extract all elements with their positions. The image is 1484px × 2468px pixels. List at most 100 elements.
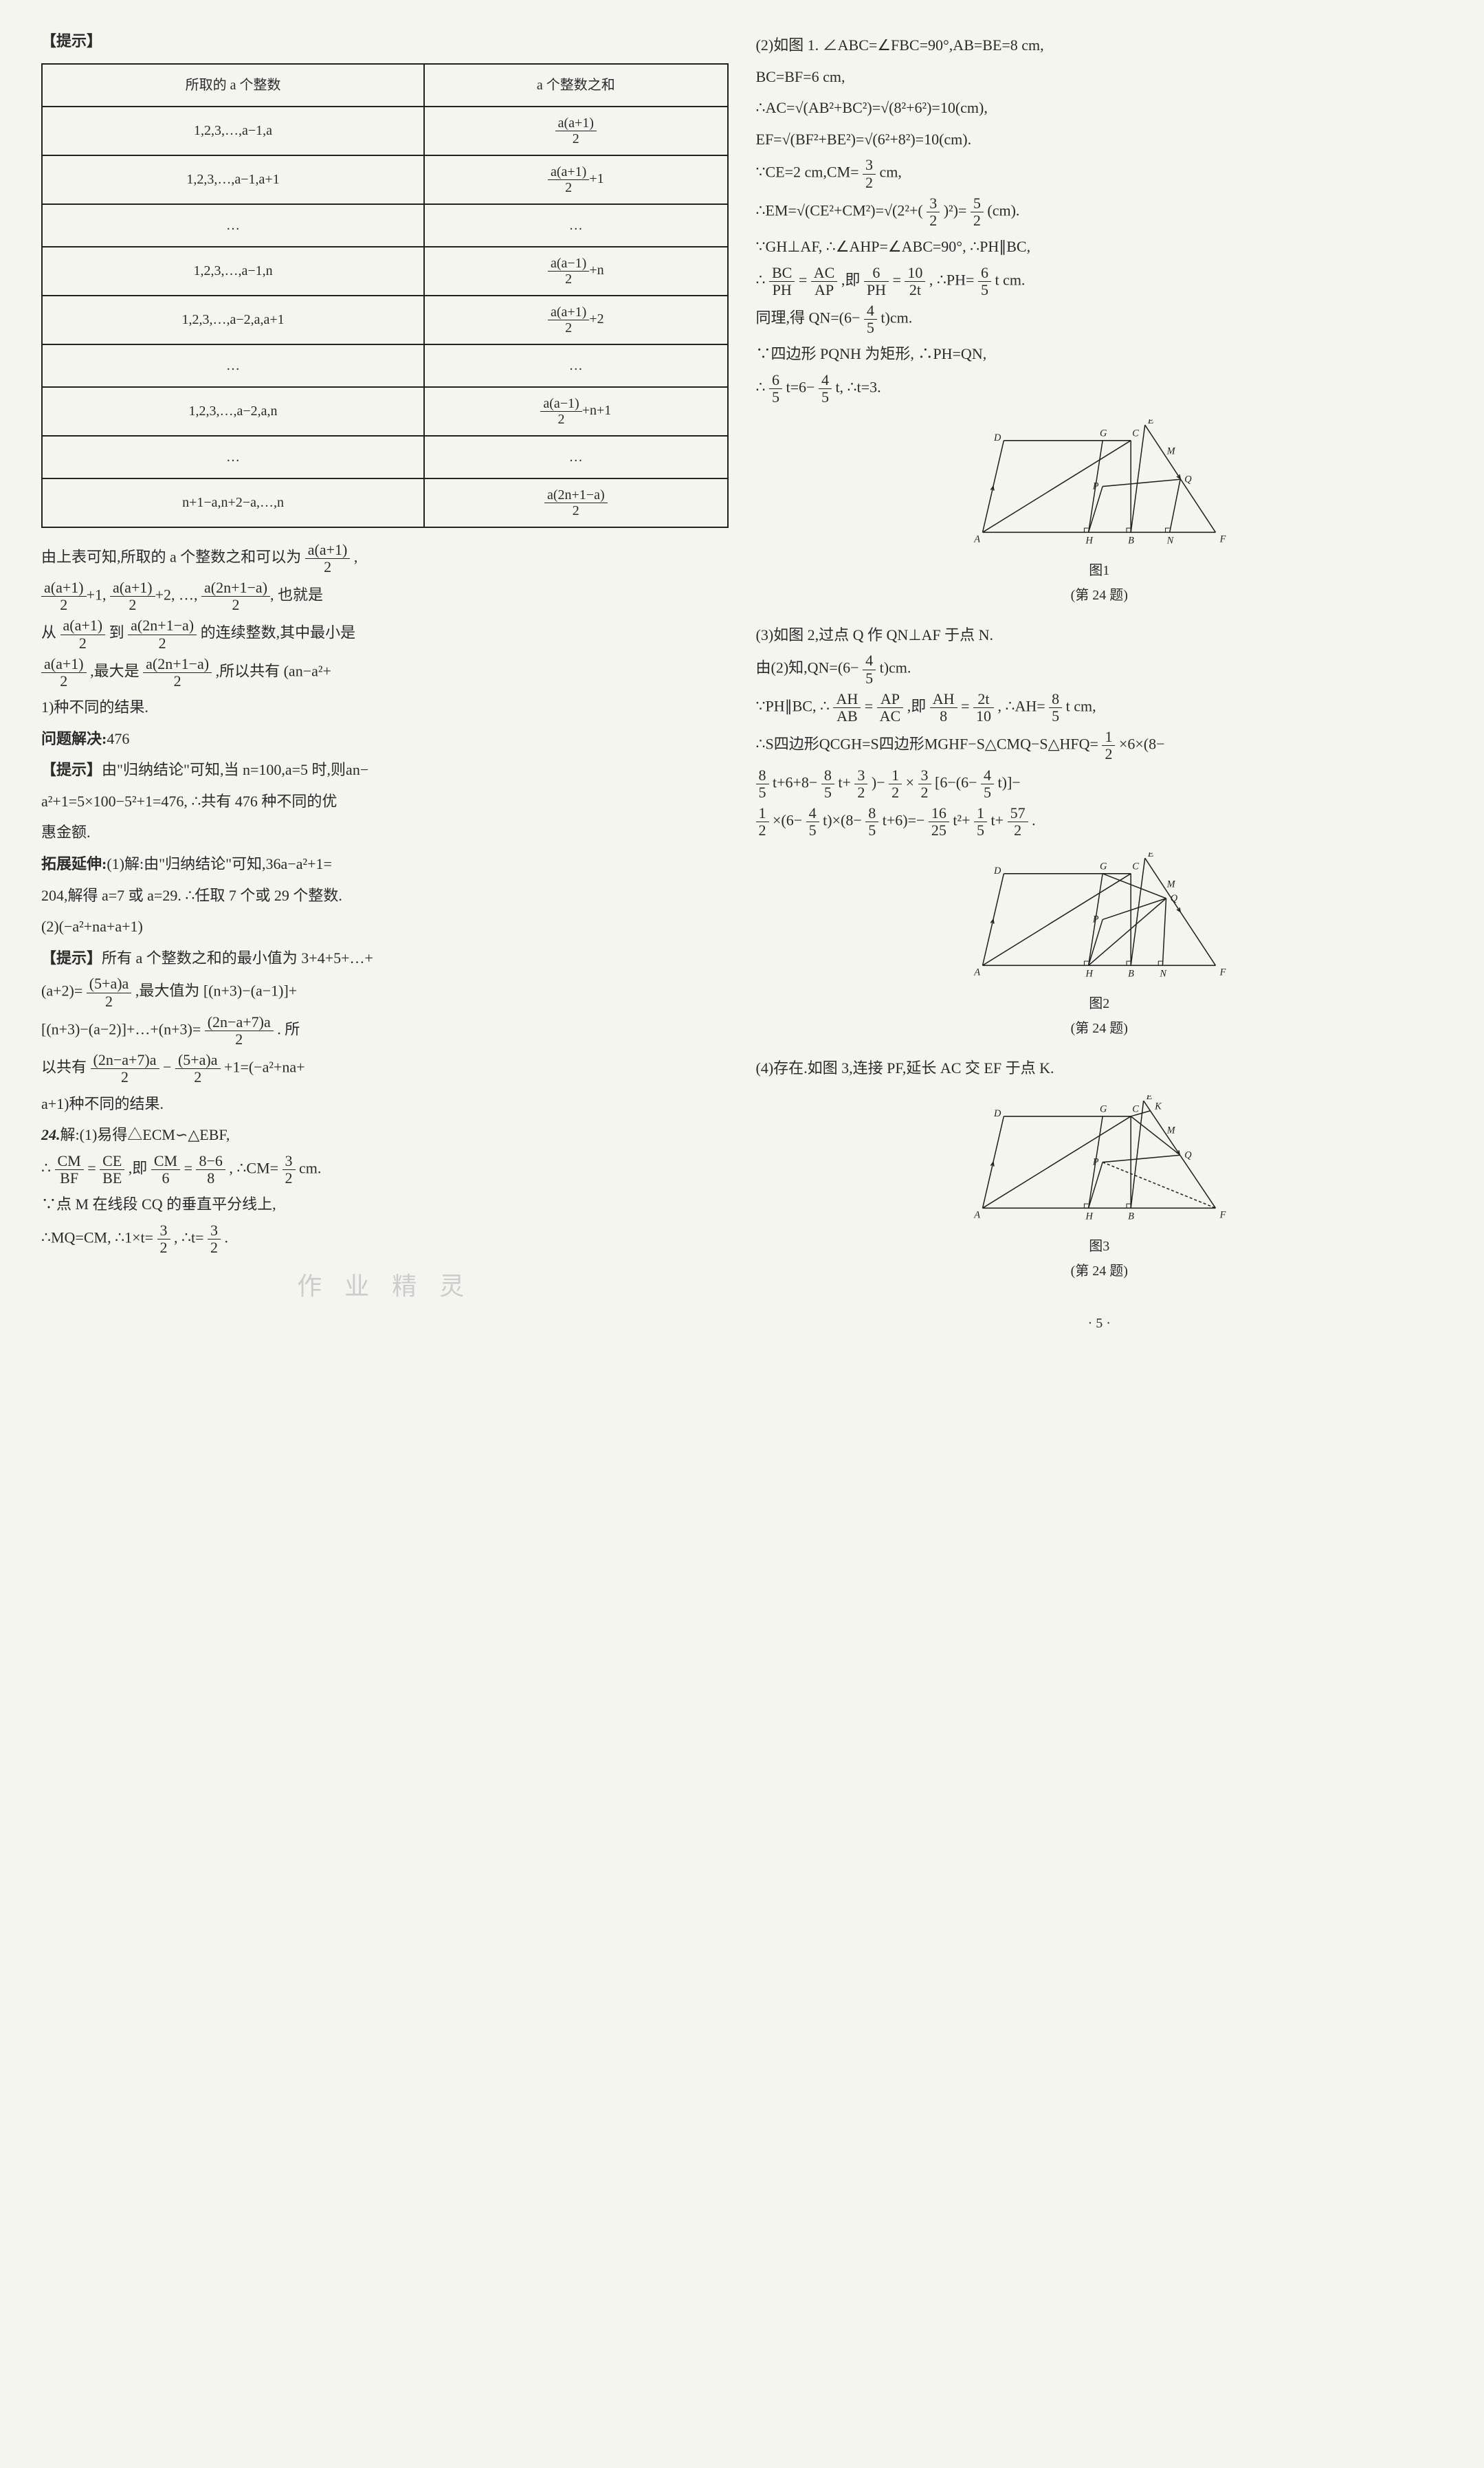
hint1-line3: 惠金额.: [41, 819, 729, 846]
r-p3-l3: ∵PH∥BC, ∴ AHAB = APAC ,即 AH8 = 2t10 , ∴A…: [756, 691, 1443, 725]
fig2-caption: 图2: [756, 991, 1443, 1016]
table-cell: …: [42, 344, 424, 387]
para-3: 从 a(a+1)2 到 a(2n+1−a)2 的连续整数,其中最小是: [41, 617, 729, 651]
ext1-line2: 204,解得 a=7 或 a=29. ∴任取 7 个或 29 个整数.: [41, 882, 729, 910]
r-p3-l1: (3)如图 2,过点 Q 作 QN⊥AF 于点 N.: [756, 621, 1443, 649]
hint2-line3: [(n+3)−(a−2)]+…+(n+3)= (2n−a+7)a2 . 所: [41, 1014, 729, 1048]
hint1-line1: 【提示】由"归纳结论"可知,当 n=100,a=5 时,则an−: [41, 756, 729, 784]
table-cell: a(a+1)2+2: [424, 296, 727, 344]
svg-text:A: A: [973, 1210, 980, 1221]
r-p2-l6: ∴EM=√(CE²+CM²)=√(2²+( 32 )²)= 52 (cm).: [756, 195, 1443, 229]
ext2: (2)(−a²+na+a+1): [41, 913, 729, 940]
figure-3: ADGCEMQPHBFK 图3 (第 24 题): [756, 1095, 1443, 1283]
svg-text:F: F: [1219, 967, 1226, 978]
r-p2-l1: (2)如图 1. ∠ABC=∠FBC=90°,AB=BE=8 cm,: [756, 32, 1443, 59]
para-2: a(a+1)2+1, a(a+1)2+2, …, a(2n+1−a)2, 也就是: [41, 580, 729, 613]
svg-text:H: H: [1085, 969, 1094, 980]
hint2-line4: 以共有 (2n−a+7)a2 − (5+a)a2 +1=(−a²+na+: [41, 1052, 729, 1086]
p24-3: ∴MQ=CM, ∴1×t= 32 , ∴t= 32 .: [41, 1222, 729, 1256]
r-p2-l11: ∴ 65 t=6− 45 t, ∴t=3.: [756, 372, 1443, 406]
p24-2: ∵点 M 在线段 CQ 的垂直平分线上,: [41, 1191, 729, 1218]
page-number: · 5 ·: [756, 1311, 1443, 1336]
svg-text:A: A: [973, 967, 980, 978]
r-p3-l5: 85 t+6+8− 85 t+ 32 )− 12 × 32 [6−(6− 45 …: [756, 767, 1443, 801]
svg-text:E: E: [1147, 419, 1154, 426]
table-cell: n+1−a,n+2−a,…,n: [42, 478, 424, 527]
hint2-line2: (a+2)= (5+a)a2 ,最大值为 [(n+3)−(a−1)]+: [41, 976, 729, 1009]
r-p3-l4: ∴S四边形QCGH=S四边形MGHF−S△CMQ−S△HFQ= 12 ×6×(8…: [756, 729, 1443, 762]
table-cell: 1,2,3,…,a−2,a,a+1: [42, 296, 424, 344]
svg-text:Q: Q: [1185, 1150, 1193, 1161]
svg-text:C: C: [1133, 428, 1140, 439]
svg-text:M: M: [1166, 879, 1176, 890]
svg-text:B: B: [1128, 1211, 1134, 1222]
svg-text:C: C: [1133, 861, 1140, 872]
table-cell: a(a+1)2: [424, 107, 727, 155]
right-column: (2)如图 1. ∠ABC=∠FBC=90°,AB=BE=8 cm, BC=BF…: [756, 27, 1443, 1336]
fig1-sub: (第 24 题): [756, 583, 1443, 608]
svg-text:M: M: [1166, 1125, 1176, 1136]
svg-text:K: K: [1154, 1101, 1162, 1112]
table-cell: …: [42, 204, 424, 247]
fig2-sub: (第 24 题): [756, 1016, 1443, 1041]
svg-text:E: E: [1146, 1095, 1153, 1102]
svg-text:G: G: [1100, 428, 1107, 439]
r-p2-l4: EF=√(BF²+BE²)=√(6²+8²)=10(cm).: [756, 126, 1443, 153]
svg-text:G: G: [1100, 861, 1107, 872]
table-cell: …: [424, 436, 727, 478]
table-cell: …: [424, 344, 727, 387]
ext1: 拓展延伸:(1)解:由"归纳结论"可知,36a−a²+1=: [41, 850, 729, 878]
svg-text:H: H: [1085, 1211, 1094, 1222]
svg-text:G: G: [1100, 1104, 1107, 1115]
p24-line1: 24.解:(1)易得△ECM∽△EBF,: [41, 1121, 729, 1149]
svg-text:F: F: [1219, 534, 1226, 545]
para-5: 1)种不同的结果.: [41, 694, 729, 721]
para-1: 由上表可知,所取的 a 个整数之和可以为 a(a+1)2 ,: [41, 542, 729, 575]
svg-text:C: C: [1133, 1104, 1140, 1115]
hint2-line1: 【提示】所有 a 个整数之和的最小值为 3+4+5+…+: [41, 945, 729, 972]
table-cell: a(a−1)2+n: [424, 247, 727, 296]
integer-sum-table: 所取的 a 个整数 a 个整数之和 1,2,3,…,a−1,aa(a+1)21,…: [41, 63, 729, 528]
r-p2-l5: ∵CE=2 cm,CM= 32 cm,: [756, 157, 1443, 190]
r-p2-l9: 同理,得 QN=(6− 45 t)cm.: [756, 302, 1443, 336]
svg-text:A: A: [973, 534, 980, 545]
r-p2-l2: BC=BF=6 cm,: [756, 63, 1443, 91]
p24-1: ∴ CMBF = CEBE ,即 CM6 = 8−68 , ∴CM= 32 cm…: [41, 1153, 729, 1187]
svg-text:N: N: [1166, 536, 1175, 547]
table-cell: 1,2,3,…,a−1,n: [42, 247, 424, 296]
frac: a(a+1)2: [305, 542, 351, 575]
svg-text:Q: Q: [1185, 474, 1193, 485]
svg-text:P: P: [1092, 914, 1099, 925]
problem-solve: 问题解决:476: [41, 725, 729, 753]
r-p4-l1: (4)存在.如图 3,连接 PF,延长 AC 交 EF 于点 K.: [756, 1055, 1443, 1082]
fig3-caption: 图3: [756, 1234, 1443, 1259]
fig1-svg: ADGCEMQPHBNF: [968, 419, 1230, 547]
para-4: a(a+1)2 ,最大是 a(2n+1−a)2 ,所以共有 (an−a²+: [41, 656, 729, 690]
svg-text:B: B: [1128, 969, 1134, 980]
table-cell: …: [42, 436, 424, 478]
figure-2: ADGCEMQPHBNF 图2 (第 24 题): [756, 852, 1443, 1040]
table-cell: a(a−1)2+n+1: [424, 387, 727, 436]
r-p2-l3: ∴AC=√(AB²+BC²)=√(8²+6²)=10(cm),: [756, 94, 1443, 122]
table-cell: 1,2,3,…,a−1,a+1: [42, 155, 424, 204]
table-cell: a(2n+1−a)2: [424, 478, 727, 527]
svg-text:N: N: [1160, 969, 1168, 980]
fig2-svg: ADGCEMQPHBNF: [968, 852, 1230, 980]
hint1-line2: a²+1=5×100−5²+1=476, ∴共有 476 种不同的优: [41, 788, 729, 815]
r-p2-l10: ∵四边形 PQNH 为矩形, ∴PH=QN,: [756, 340, 1443, 368]
table-header-2: a 个整数之和: [424, 64, 727, 107]
svg-text:P: P: [1092, 1157, 1099, 1168]
svg-text:M: M: [1166, 446, 1176, 457]
svg-text:B: B: [1128, 536, 1134, 547]
svg-text:E: E: [1147, 852, 1154, 859]
hint-heading: 【提示】: [41, 27, 729, 55]
svg-text:F: F: [1219, 1210, 1226, 1221]
r-p2-l8: ∴ BCPH = ACAP ,即 6PH = 102t , ∴PH= 65 t …: [756, 265, 1443, 298]
hint2-line5: a+1)种不同的结果.: [41, 1090, 729, 1118]
svg-text:D: D: [993, 1108, 1001, 1119]
svg-text:Q: Q: [1171, 893, 1178, 904]
table-header-1: 所取的 a 个整数: [42, 64, 424, 107]
left-column: 【提示】 所取的 a 个整数 a 个整数之和 1,2,3,…,a−1,aa(a+…: [41, 27, 729, 1336]
r-p3-l6: 12 ×(6− 45 t)×(8− 85 t+6)=− 1625 t²+ 15 …: [756, 805, 1443, 839]
figure-1: ADGCEMQPHBNF 图1 (第 24 题): [756, 419, 1443, 607]
